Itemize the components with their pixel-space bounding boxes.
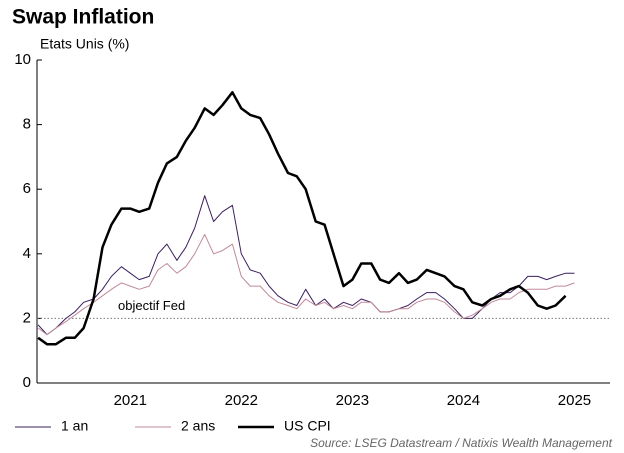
legend-label: US CPI <box>284 418 331 434</box>
x-tick-label: 2022 <box>225 392 258 409</box>
y-tick-label: 6 <box>23 180 31 197</box>
y-tick-label: 4 <box>23 245 31 262</box>
x-tick-label: 2025 <box>558 392 591 409</box>
source: Source: LSEG Datastream / Natixis Wealth… <box>310 436 613 450</box>
x-tick-label: 2023 <box>336 392 369 409</box>
chart-subtitle: Etats Unis (%) <box>40 36 129 52</box>
chart-title: Swap Inflation <box>12 6 154 29</box>
y-tick-label: 0 <box>23 374 31 391</box>
legend-label: 2 ans <box>181 418 215 434</box>
legend-label: 1 an <box>61 418 88 434</box>
x-tick-label: 2021 <box>114 392 147 409</box>
y-tick-label: 2 <box>23 309 31 326</box>
annotation: objectif Fed <box>118 298 185 313</box>
series-line <box>37 195 575 336</box>
x-tick-label: 2024 <box>447 392 480 409</box>
series-line <box>37 91 567 346</box>
y-tick-label: 8 <box>23 116 31 133</box>
y-tick-label: 10 <box>14 51 31 68</box>
series-line <box>37 233 575 336</box>
